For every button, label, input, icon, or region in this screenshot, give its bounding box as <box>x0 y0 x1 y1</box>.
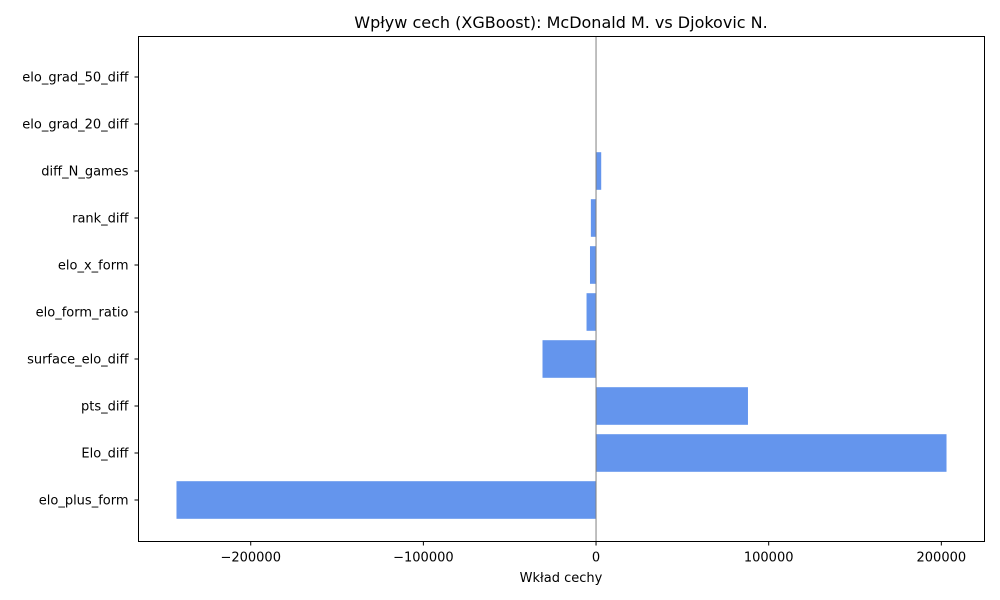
y-tick-label: elo_plus_form <box>39 494 129 509</box>
bar-pts_diff <box>596 387 748 425</box>
x-tick-label: −100000 <box>393 551 454 566</box>
bar-elo_form_ratio <box>586 293 597 331</box>
x-tick-label: 100000 <box>744 551 794 566</box>
y-tick-label: surface_elo_diff <box>27 353 129 368</box>
y-axis: elo_plus_form Elo_diff pts_diff surface_elo… <box>22 71 139 509</box>
plot-frame <box>138 36 985 542</box>
x-tick-label: 0 <box>592 551 600 566</box>
bar-elo_plus_form <box>176 481 597 519</box>
chart-title: Wpływ cech (XGBoost): McDonald M. vs Djo… <box>354 13 767 32</box>
y-tick-label: diff_N_games <box>41 165 128 180</box>
x-axis-label: Wkład cechy <box>520 571 603 586</box>
y-tick-label: elo_x_form <box>58 259 129 274</box>
y-tick-label: elo_grad_20_diff <box>22 118 129 133</box>
x-tick-label: 200000 <box>917 551 967 566</box>
bars-layer <box>176 152 947 519</box>
x-tick-label: −200000 <box>220 551 281 566</box>
bar-diff_N_games <box>596 152 602 190</box>
bar-elo_x_form <box>589 246 597 284</box>
bar-rank_diff <box>590 199 597 237</box>
x-axis: −200000 −100000 0 100000 200000 <box>220 541 967 566</box>
y-tick-label: elo_grad_50_diff <box>22 71 129 86</box>
y-tick-label: Elo_diff <box>81 447 129 462</box>
y-tick-label: rank_diff <box>72 212 129 227</box>
y-tick-label: elo_form_ratio <box>36 306 129 321</box>
y-tick-label: pts_diff <box>81 400 129 415</box>
bar-surface_elo_diff <box>542 340 597 378</box>
bar-Elo_diff <box>596 434 947 472</box>
